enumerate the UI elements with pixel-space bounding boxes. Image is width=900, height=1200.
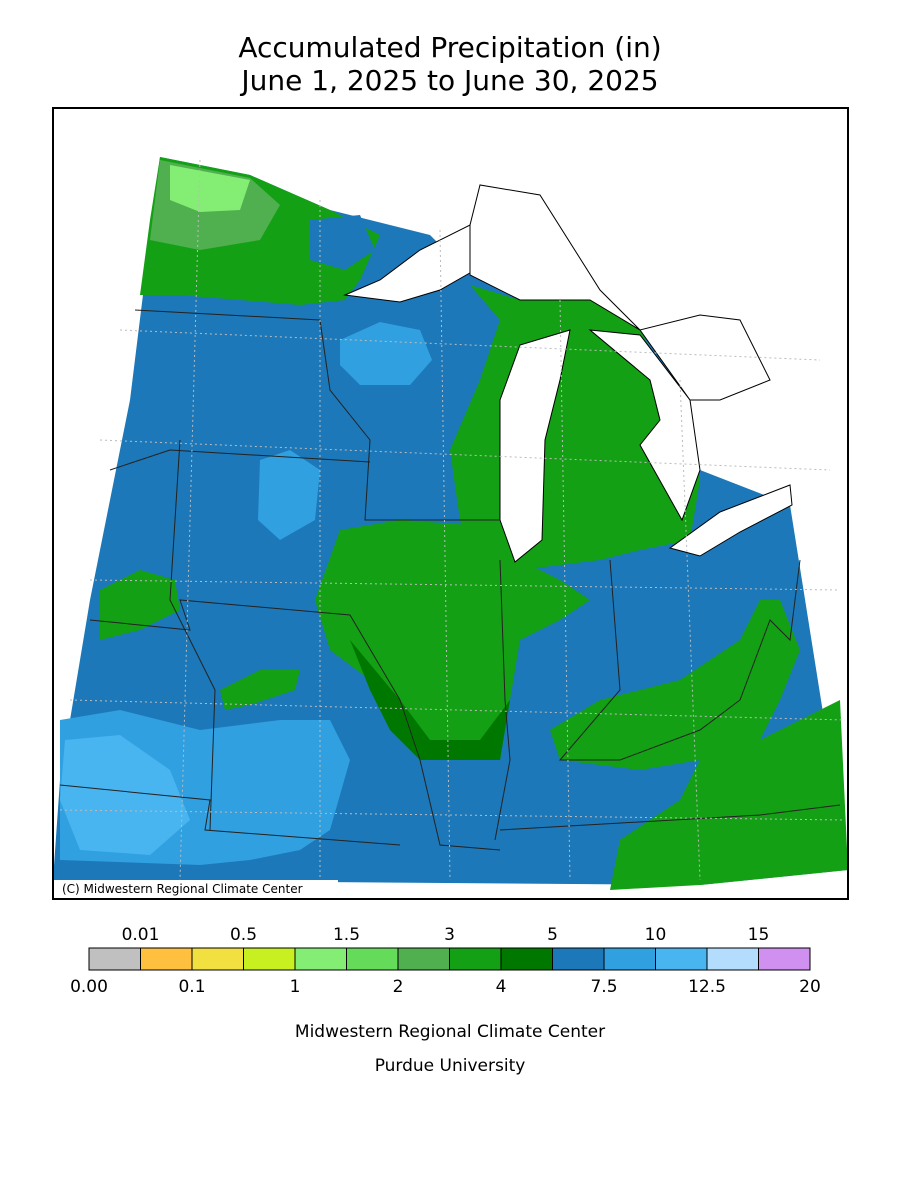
title: Accumulated Precipitation (in) bbox=[238, 31, 661, 64]
legend-swatch bbox=[500, 947, 553, 971]
precip-darkgreen-illinois bbox=[350, 640, 510, 760]
legend-label: 12.5 bbox=[688, 977, 726, 997]
legend-swatch bbox=[243, 947, 296, 971]
precip-lightblue-4 bbox=[60, 735, 190, 855]
precip-green-blob bbox=[220, 670, 300, 710]
legend-swatch bbox=[191, 947, 244, 971]
legend-label: 0.5 bbox=[230, 925, 257, 945]
precip-lightblue-1 bbox=[340, 322, 432, 385]
lake-erie bbox=[668, 484, 793, 557]
legend-label: 10 bbox=[645, 925, 667, 945]
legend-swatch bbox=[758, 947, 811, 971]
legend-label: 3 bbox=[444, 925, 455, 945]
legend-swatch bbox=[88, 947, 141, 971]
subtitle: June 1, 2025 to June 30, 2025 bbox=[239, 64, 658, 97]
legend-swatch bbox=[397, 947, 450, 971]
legend-swatch bbox=[706, 947, 759, 971]
legend-swatch bbox=[552, 947, 605, 971]
legend-label: 0.01 bbox=[122, 925, 160, 945]
legend-swatch bbox=[655, 947, 708, 971]
legend-label: 20 bbox=[799, 977, 821, 997]
legend-label: 15 bbox=[748, 925, 770, 945]
legend-label: 7.5 bbox=[590, 977, 617, 997]
credit-box bbox=[55, 880, 338, 898]
legend-label: 2 bbox=[393, 977, 404, 997]
legend-swatch bbox=[294, 947, 347, 971]
lake-huron bbox=[588, 329, 701, 522]
legend-label: 0.1 bbox=[178, 977, 205, 997]
legend-label: 1 bbox=[290, 977, 301, 997]
legend-label: 5 bbox=[547, 925, 558, 945]
legend-swatch bbox=[449, 947, 502, 971]
precip-lighter-green bbox=[170, 165, 250, 212]
legend-label: 1.5 bbox=[333, 925, 360, 945]
legend-swatch bbox=[140, 947, 193, 971]
canada bbox=[469, 184, 771, 401]
map: (C) Midwestern Regional Climate Center bbox=[52, 107, 849, 900]
legend: 0.00 0.01 0.1 0.5 1 1.5 2 3 4 5 7.5 10 12.5 15 20 bbox=[70, 925, 821, 997]
legend-label: 0.00 bbox=[70, 977, 108, 997]
precip-green-south bbox=[550, 600, 848, 890]
footer-line: Midwestern Regional Climate Center bbox=[295, 1022, 605, 1042]
credit: (C) Midwestern Regional Climate Center bbox=[62, 882, 303, 896]
legend-swatch bbox=[603, 947, 656, 971]
footer-line: Purdue University bbox=[375, 1056, 526, 1076]
precip-blue-north bbox=[310, 215, 375, 270]
legend-label: 4 bbox=[496, 977, 507, 997]
lake-michigan bbox=[499, 329, 571, 563]
precip-lightblue-2 bbox=[258, 450, 320, 540]
legend-swatch bbox=[346, 947, 399, 971]
graticule bbox=[59, 159, 846, 881]
map-frame bbox=[52, 107, 849, 900]
